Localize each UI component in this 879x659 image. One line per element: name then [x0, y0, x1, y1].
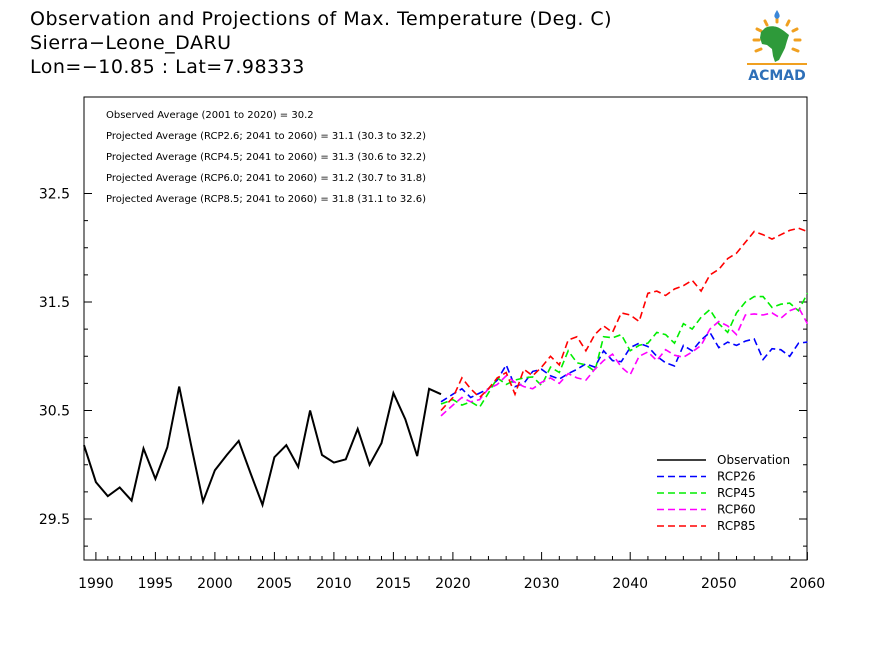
- x-tick-label: 2040: [612, 576, 648, 592]
- station-coordinates: Lon=−10.85 : Lat=7.98333: [30, 56, 305, 78]
- x-tick-label: 2015: [376, 576, 412, 592]
- acmad-logo: ACMAD: [747, 10, 807, 84]
- y-axis: 29.5 30.5 31.5 32.5: [39, 187, 807, 547]
- y-tick-label: 29.5: [39, 512, 70, 528]
- rcp60-average-note: Projected Average (RCP6.0; 2041 to 2060)…: [106, 173, 426, 184]
- x-tick-label: 1990: [78, 576, 114, 592]
- legend-label-rcp26: RCP26: [717, 470, 756, 484]
- acmad-logo-text: ACMAD: [748, 68, 806, 84]
- average-annotations: Observed Average (2001 to 2020) = 30.2 P…: [106, 110, 426, 205]
- y-tick-label: 30.5: [39, 404, 70, 420]
- series-line-rcp26: [440, 331, 808, 403]
- series-line-observation: [83, 386, 442, 509]
- series-lines: [83, 227, 809, 509]
- x-tick-label: 1995: [138, 576, 174, 592]
- plot-area-frame: [83, 96, 808, 561]
- africa-map-sun-icon: [747, 10, 807, 65]
- rcp85-average-note: Projected Average (RCP8.5; 2041 to 2060)…: [106, 194, 426, 205]
- chart-legend: Observation RCP26 RCP45 RCP60 RCP85: [657, 453, 790, 533]
- x-tick-label: 2050: [701, 576, 737, 592]
- legend-label-observation: Observation: [717, 453, 790, 467]
- rcp45-average-note: Projected Average (RCP4.5; 2041 to 2060)…: [106, 152, 426, 163]
- x-tick-label: 2005: [257, 576, 293, 592]
- x-tick-label: 2000: [197, 576, 233, 592]
- legend-label-rcp85: RCP85: [717, 519, 756, 533]
- observed-average-note: Observed Average (2001 to 2020) = 30.2: [106, 110, 314, 121]
- y-tick-label: 32.5: [39, 187, 70, 203]
- series-line-rcp45: [440, 292, 809, 409]
- station-name: Sierra−Leone_DARU: [30, 32, 232, 54]
- legend-label-rcp60: RCP60: [717, 503, 756, 517]
- x-axis: 1990 1995 2000 2005 2010 2015 2020 2030 2040 2050…: [78, 552, 825, 592]
- rcp26-average-note: Projected Average (RCP2.6; 2041 to 2060)…: [106, 131, 426, 142]
- x-tick-label: 2020: [435, 576, 471, 592]
- x-tick-label: 2060: [790, 576, 826, 592]
- series-line-rcp60: [440, 306, 809, 417]
- series-line-rcp85: [440, 227, 808, 412]
- legend-label-rcp45: RCP45: [717, 486, 756, 500]
- chart-title: Observation and Projections of Max. Temp…: [30, 8, 613, 30]
- x-tick-label: 2030: [524, 576, 560, 592]
- y-tick-label: 31.5: [39, 295, 70, 311]
- x-tick-label: 2010: [316, 576, 352, 592]
